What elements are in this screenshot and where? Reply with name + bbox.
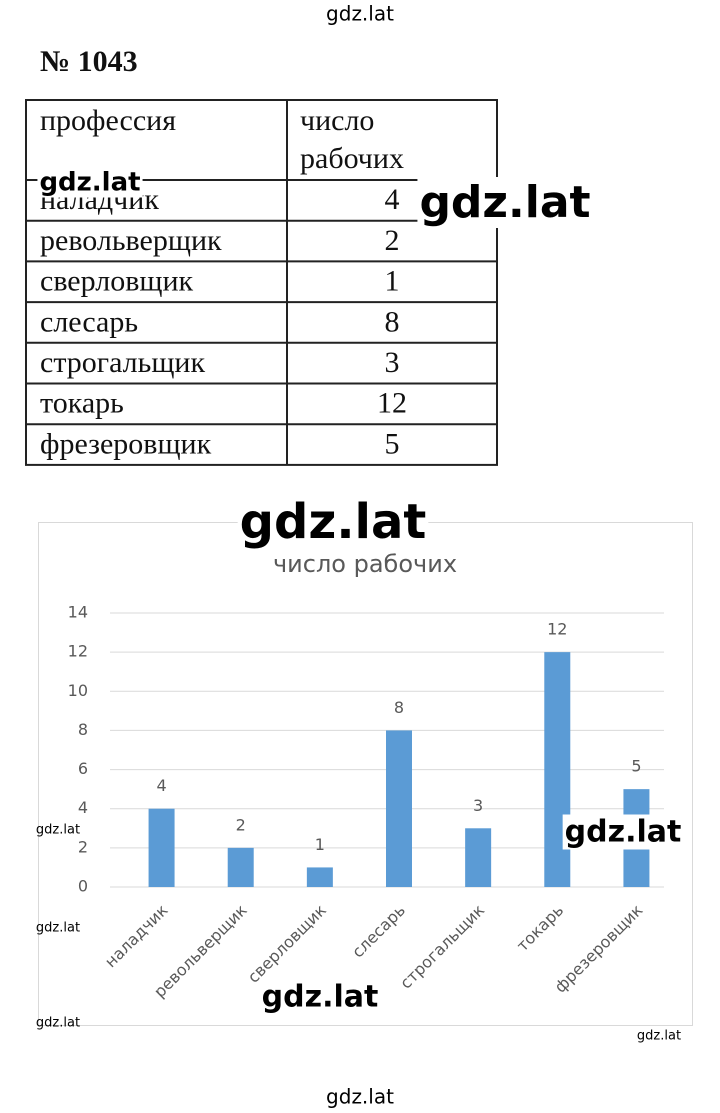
watermark: gdz.lat (262, 980, 379, 1015)
y-tick-label: 14 (68, 603, 88, 622)
bar (306, 867, 333, 887)
data-label: 4 (156, 776, 166, 795)
data-label: 1 (315, 835, 325, 854)
y-tick-label: 12 (68, 642, 88, 661)
table-cell: слесарь (40, 305, 138, 338)
watermark: gdz.lat (326, 1085, 394, 1109)
table-cell: 3 (385, 346, 400, 379)
data-label: 8 (394, 698, 404, 717)
x-tick-label: наладчик (101, 900, 172, 971)
y-tick-label: 4 (78, 798, 88, 817)
watermark: gdz.lat (36, 823, 80, 838)
data-label: 3 (473, 796, 483, 815)
table-header: число рабочих (300, 104, 404, 175)
watermark: gdz.lat (419, 177, 590, 228)
y-tick-label: 10 (68, 681, 88, 700)
watermark-bg (37, 167, 143, 198)
table-cell: 8 (385, 305, 400, 338)
y-tick-label: 2 (78, 837, 88, 856)
watermark-bg (417, 177, 593, 228)
table-cell: фрезеровщик (40, 427, 212, 460)
table-border (25, 99, 498, 466)
table-cell: 4 (385, 183, 400, 216)
y-tick-label: 8 (78, 720, 88, 739)
bar (227, 847, 254, 887)
watermark: gdz.lat (565, 815, 682, 850)
watermark: gdz.lat (36, 1016, 80, 1031)
table-cell: 12 (377, 387, 407, 420)
x-tick-label: токарь (513, 901, 568, 956)
chart-title: число рабочих (273, 550, 457, 578)
table-cell: 2 (385, 224, 400, 257)
watermark: gdz.lat (36, 921, 80, 936)
bar (386, 730, 412, 887)
watermark-bg (237, 494, 429, 550)
table-cell: револьверщик (40, 224, 222, 257)
bar (465, 828, 492, 887)
x-tick-label: слесарь (348, 901, 409, 962)
table-cell: сверловщик (40, 265, 194, 298)
y-tick-label: 0 (78, 877, 88, 896)
title: № 1043 (40, 45, 138, 78)
x-tick-label: строгальщик (396, 900, 488, 992)
table-header: профессия (40, 104, 176, 137)
bar (544, 652, 571, 887)
data-label: 12 (547, 620, 567, 639)
data-label: 5 (631, 757, 641, 776)
x-tick-label: сверловщик (244, 900, 330, 986)
watermark: gdz.lat (326, 2, 394, 26)
table-cell: 1 (385, 265, 400, 298)
bar (148, 808, 175, 887)
watermark: gdz.lat (240, 494, 427, 550)
watermark: gdz.lat (637, 1029, 681, 1044)
watermark: gdz.lat (39, 168, 140, 198)
table-cell: строгальщик (40, 346, 205, 379)
y-tick-label: 6 (78, 759, 88, 778)
data-label: 2 (236, 815, 246, 834)
table-cell: 5 (385, 427, 400, 460)
watermark-bg (562, 814, 684, 850)
table-cell: токарь (40, 387, 124, 420)
watermark-bg (259, 979, 381, 1015)
